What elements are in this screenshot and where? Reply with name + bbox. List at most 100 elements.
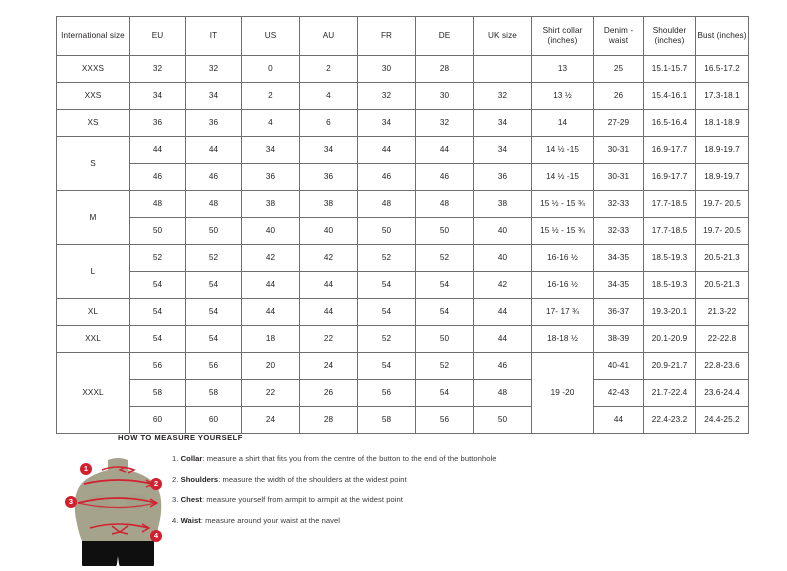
cell-bust: 16.5-17.2 bbox=[695, 55, 749, 83]
measure-item-label: Chest bbox=[180, 495, 202, 505]
cell-shirt-collar: 15 ½ - 15 ¾ bbox=[531, 217, 594, 245]
cell-fr: 50 bbox=[357, 217, 416, 245]
cell-international-size: S bbox=[56, 136, 130, 191]
cell-it: 32 bbox=[185, 55, 242, 83]
table-row: XXXS 32 32 0 2 30 28 13 25 15.1-15.7 16.5-17.2 bbox=[56, 55, 749, 83]
measure-item-text: : measure the width of the shoulders at … bbox=[218, 474, 407, 484]
cell-shoulder: 17.7-18.5 bbox=[643, 217, 696, 245]
cell-eu: 48 bbox=[129, 190, 186, 218]
cell-it: 44 bbox=[185, 136, 242, 164]
cell-de: 30 bbox=[415, 82, 474, 110]
column-header-shirt-collar: Shirt collar (inches) bbox=[531, 16, 594, 56]
cell-us: 34 bbox=[241, 136, 300, 164]
cell-shirt-collar: 19 -20 bbox=[531, 352, 594, 434]
column-header-de: DE bbox=[415, 16, 474, 56]
column-header-au: AU bbox=[299, 16, 358, 56]
how-to-measure-heading: HOW TO MEASURE YOURSELF bbox=[118, 433, 243, 442]
column-header-fr: FR bbox=[357, 16, 416, 56]
cell-it: 34 bbox=[185, 82, 242, 110]
cell-de: 28 bbox=[415, 55, 474, 83]
cell-au: 40 bbox=[299, 217, 358, 245]
cell-uk-size: 32 bbox=[473, 82, 532, 110]
cell-shirt-collar: 14 ½ -15 bbox=[531, 163, 594, 191]
column-header-bust: Bust (inches) bbox=[695, 16, 749, 56]
cell-it: 54 bbox=[185, 325, 242, 353]
cell-au: 38 bbox=[299, 190, 358, 218]
measure-item-label: Shoulders bbox=[180, 474, 219, 484]
cell-international-size: XL bbox=[56, 298, 130, 326]
cell-uk-size: 50 bbox=[473, 406, 532, 434]
measure-item-text: : measure around your waist at the navel bbox=[200, 515, 341, 525]
cell-denim-waist: 27-29 bbox=[593, 109, 644, 137]
cell-fr: 58 bbox=[357, 406, 416, 434]
cell-uk-size: 48 bbox=[473, 379, 532, 407]
table-row: XXS 34 34 2 4 32 30 32 13 ½ 26 15.4-16.1 17.3-18.1 bbox=[56, 82, 749, 110]
cell-denim-waist: 44 bbox=[593, 406, 644, 434]
cell-shirt-collar: 15 ½ - 15 ¾ bbox=[531, 190, 594, 218]
table-row: 54 54 44 44 54 54 42 16-16 ½ 34-35 18.5-19.3 20.5-… bbox=[57, 271, 749, 299]
cell-eu: 54 bbox=[129, 298, 186, 326]
cell-fr: 52 bbox=[357, 244, 416, 272]
cell-international-size: XXXL bbox=[56, 352, 130, 434]
cell-uk-size: 40 bbox=[473, 217, 532, 245]
cell-bust: 24.4-25.2 bbox=[695, 406, 749, 434]
cell-uk-size: 36 bbox=[473, 163, 532, 191]
cell-bust: 23.6-24.4 bbox=[695, 379, 749, 407]
table-row: 58 58 22 26 56 54 48 42-43 21.7-22.4 23.6-24.4 bbox=[57, 379, 749, 407]
measure-item-label: Collar bbox=[180, 454, 203, 463]
measure-item-number: 1. bbox=[172, 454, 179, 463]
column-header-us: US bbox=[241, 16, 300, 56]
cell-eu: 56 bbox=[129, 352, 186, 380]
cell-bust: 18.9-19.7 bbox=[695, 136, 749, 164]
cell-uk-size: 44 bbox=[473, 298, 532, 326]
cell-au: 44 bbox=[299, 271, 358, 299]
cell-uk-size: 34 bbox=[473, 136, 532, 164]
cell-bust: 19.7- 20.5 bbox=[695, 190, 749, 218]
cell-it: 46 bbox=[185, 163, 242, 191]
cell-shoulder: 16.5-16.4 bbox=[643, 109, 696, 137]
measure-marker-4: 4 bbox=[150, 530, 162, 542]
cell-international-size: XXS bbox=[56, 82, 130, 110]
cell-denim-waist: 36-37 bbox=[593, 298, 644, 326]
cell-denim-waist: 40-41 bbox=[593, 352, 644, 380]
measure-item-number: 4. bbox=[172, 515, 179, 525]
cell-au: 34 bbox=[299, 136, 358, 164]
measure-item-text: : measure yourself from armpit to armpit… bbox=[201, 495, 403, 505]
cell-eu: 36 bbox=[129, 109, 186, 137]
cell-shirt-collar: 16-16 ½ bbox=[531, 244, 594, 272]
torso-illustration: 1 2 3 4 bbox=[58, 446, 178, 568]
cell-bust: 19.7- 20.5 bbox=[695, 217, 749, 245]
table-row: M 48 48 38 38 48 48 38 15 ½ - 15 ¾ 32-33 17.7-18.5… bbox=[56, 190, 749, 245]
cell-au: 2 bbox=[299, 55, 358, 83]
cell-international-size: XS bbox=[56, 109, 130, 137]
table-row: XL 54 54 44 44 54 54 44 17- 17 ¾ 36-37 19.3-20.1 21… bbox=[56, 298, 749, 326]
cell-eu: 54 bbox=[129, 271, 186, 299]
how-to-measure-section: HOW TO MEASURE YOURSELF bbox=[0, 428, 787, 568]
cell-uk-size: 46 bbox=[473, 352, 532, 380]
cell-us: 2 bbox=[241, 82, 300, 110]
cell-de: 54 bbox=[415, 298, 474, 326]
cell-de: 44 bbox=[415, 136, 474, 164]
cell-eu: 54 bbox=[129, 325, 186, 353]
table-header: International size EU IT US AU FR DE UK … bbox=[56, 16, 749, 56]
cell-de: 54 bbox=[415, 271, 474, 299]
cell-de: 32 bbox=[415, 109, 474, 137]
cell-shoulder: 17.7-18.5 bbox=[643, 190, 696, 218]
cell-us: 4 bbox=[241, 109, 300, 137]
measure-item-label: Waist bbox=[180, 515, 201, 525]
column-header-uk-size: UK size bbox=[473, 16, 532, 56]
cell-shirt-collar: 14 bbox=[531, 109, 594, 137]
measure-list-item: 1. Collar: measure a shirt that fits you… bbox=[172, 455, 732, 463]
cell-denim-waist: 32-33 bbox=[593, 190, 644, 218]
cell-us: 40 bbox=[241, 217, 300, 245]
cell-eu: 44 bbox=[129, 136, 186, 164]
measure-list-item: 2. Shoulders: measure the width of the s… bbox=[172, 474, 732, 484]
table-body: XXXS 32 32 0 2 30 28 13 25 15.1-15.7 16.5-17.2 XXS 3… bbox=[56, 55, 749, 434]
cell-shirt-collar: 13 ½ bbox=[531, 82, 594, 110]
cell-au: 22 bbox=[299, 325, 358, 353]
table-header-row: International size EU IT US AU FR DE UK … bbox=[56, 16, 749, 56]
cell-shoulder: 18.5-19.3 bbox=[643, 244, 696, 272]
cell-eu: 46 bbox=[129, 163, 186, 191]
how-to-measure-list: 1. Collar: measure a shirt that fits you… bbox=[172, 455, 732, 537]
column-header-eu: EU bbox=[129, 16, 186, 56]
